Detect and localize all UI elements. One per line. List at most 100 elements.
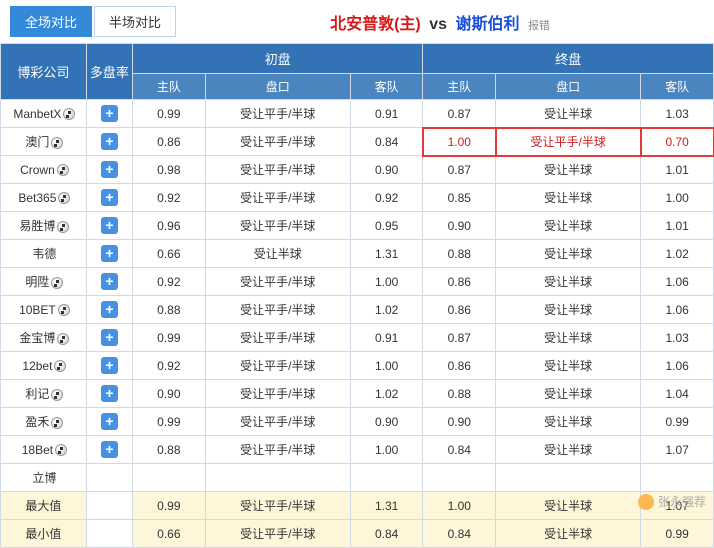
table-row: 18Bet+0.88受让平手/半球1.000.84受让半球1.07 [1,436,714,464]
odds-cell: 1.00 [350,436,423,464]
odds-cell: 受让半球 [496,352,641,380]
odds-cell: 0.90 [423,408,496,436]
th-company: 博彩公司 [1,44,87,100]
odds-cell: 受让半球 [496,380,641,408]
expand-button[interactable]: + [101,413,118,430]
summary-cell: 0.66 [133,520,206,548]
expand-button[interactable]: + [101,273,118,290]
multi-cell: + [86,296,132,324]
odds-cell: 1.01 [641,212,714,240]
company-cell[interactable]: 韦德 [1,240,87,268]
odds-cell: 受让半球 [496,184,641,212]
odds-cell: 0.88 [133,296,206,324]
summary-label: 最大值 [1,492,87,520]
report-error-link[interactable]: 报错 [528,20,550,32]
odds-cell: 受让平手/半球 [205,184,350,212]
soccer-icon [58,304,70,316]
odds-cell [133,464,206,492]
odds-cell: 0.66 [133,240,206,268]
th-f-home: 主队 [423,74,496,100]
expand-button[interactable]: + [101,441,118,458]
expand-button[interactable]: + [101,385,118,402]
multi-cell: + [86,408,132,436]
table-row: 利记+0.90受让平手/半球1.020.88受让半球1.04 [1,380,714,408]
table-row: 澳门+0.86受让平手/半球0.841.00受让平手/半球0.70 [1,128,714,156]
table-row: 易胜博+0.96受让平手/半球0.950.90受让半球1.01 [1,212,714,240]
odds-cell: 受让半球 [496,408,641,436]
table-row: 金宝博+0.99受让平手/半球0.910.87受让半球1.03 [1,324,714,352]
expand-button[interactable]: + [101,161,118,178]
odds-cell: 受让平手/半球 [496,128,641,156]
th-i-away: 客队 [350,74,423,100]
odds-cell: 1.07 [641,436,714,464]
company-cell[interactable]: 10BET [1,296,87,324]
th-multi: 多盘率 [86,44,132,100]
company-cell[interactable]: 澳门 [1,128,87,156]
company-cell[interactable]: 易胜博 [1,212,87,240]
top-bar: 全场对比 半场对比 北安普敦(主) vs 谢斯伯利 报错 [0,0,714,43]
odds-cell: 受让平手/半球 [205,296,350,324]
multi-cell: + [86,240,132,268]
odds-cell: 1.02 [350,296,423,324]
odds-cell: 受让平手/半球 [205,156,350,184]
multi-cell: + [86,268,132,296]
vs-label: vs [429,16,447,33]
company-cell[interactable]: 18Bet [1,436,87,464]
company-cell[interactable]: Bet365 [1,184,87,212]
odds-cell: 0.96 [133,212,206,240]
multi-cell: + [86,380,132,408]
odds-cell: 0.92 [133,184,206,212]
expand-button[interactable]: + [101,301,118,318]
company-cell[interactable]: 明陞 [1,268,87,296]
expand-button[interactable]: + [101,105,118,122]
company-cell[interactable]: 金宝博 [1,324,87,352]
odds-cell: 受让平手/半球 [205,436,350,464]
odds-cell: 1.00 [350,352,423,380]
tab-half[interactable]: 半场对比 [94,6,176,37]
odds-cell: 0.87 [423,100,496,128]
odds-cell: 0.99 [133,408,206,436]
soccer-icon [55,444,67,456]
empty-cell [86,492,132,520]
odds-cell: 0.86 [423,352,496,380]
odds-cell: 0.86 [423,268,496,296]
company-cell[interactable]: 利记 [1,380,87,408]
company-cell[interactable]: 盈禾 [1,408,87,436]
table-row: Crown+0.98受让平手/半球0.900.87受让半球1.01 [1,156,714,184]
expand-button[interactable]: + [101,189,118,206]
odds-cell: 0.98 [133,156,206,184]
odds-cell: 受让半球 [496,240,641,268]
expand-button[interactable]: + [101,329,118,346]
odds-cell: 0.88 [423,380,496,408]
company-cell[interactable]: 立博 [1,464,87,492]
soccer-icon [57,333,69,345]
multi-cell: + [86,128,132,156]
expand-button[interactable]: + [101,217,118,234]
table-row: 韦德+0.66受让半球1.310.88受让半球1.02 [1,240,714,268]
odds-cell: 0.84 [423,436,496,464]
company-cell[interactable]: 12bet [1,352,87,380]
company-cell[interactable]: ManbetX [1,100,87,128]
odds-cell: 0.70 [641,128,714,156]
odds-cell: 0.86 [133,128,206,156]
table-row: 立博 [1,464,714,492]
th-f-away: 客队 [641,74,714,100]
tab-full[interactable]: 全场对比 [10,6,92,37]
summary-cell: 0.84 [350,520,423,548]
odds-cell: 0.90 [133,380,206,408]
odds-cell: 0.87 [423,156,496,184]
odds-cell: 0.95 [350,212,423,240]
soccer-icon [57,221,69,233]
expand-button[interactable]: + [101,245,118,262]
odds-cell: 受让半球 [496,296,641,324]
company-cell[interactable]: Crown [1,156,87,184]
multi-cell: + [86,212,132,240]
summary-row: 最小值0.66受让平手/半球0.840.84受让半球0.99 [1,520,714,548]
match-title: 北安普敦(主) vs 谢斯伯利 报错 [176,10,704,34]
table-row: ManbetX+0.99受让平手/半球0.910.87受让半球1.03 [1,100,714,128]
expand-button[interactable]: + [101,133,118,150]
odds-cell [205,464,350,492]
expand-button[interactable]: + [101,357,118,374]
odds-cell: 受让平手/半球 [205,352,350,380]
multi-cell: + [86,436,132,464]
